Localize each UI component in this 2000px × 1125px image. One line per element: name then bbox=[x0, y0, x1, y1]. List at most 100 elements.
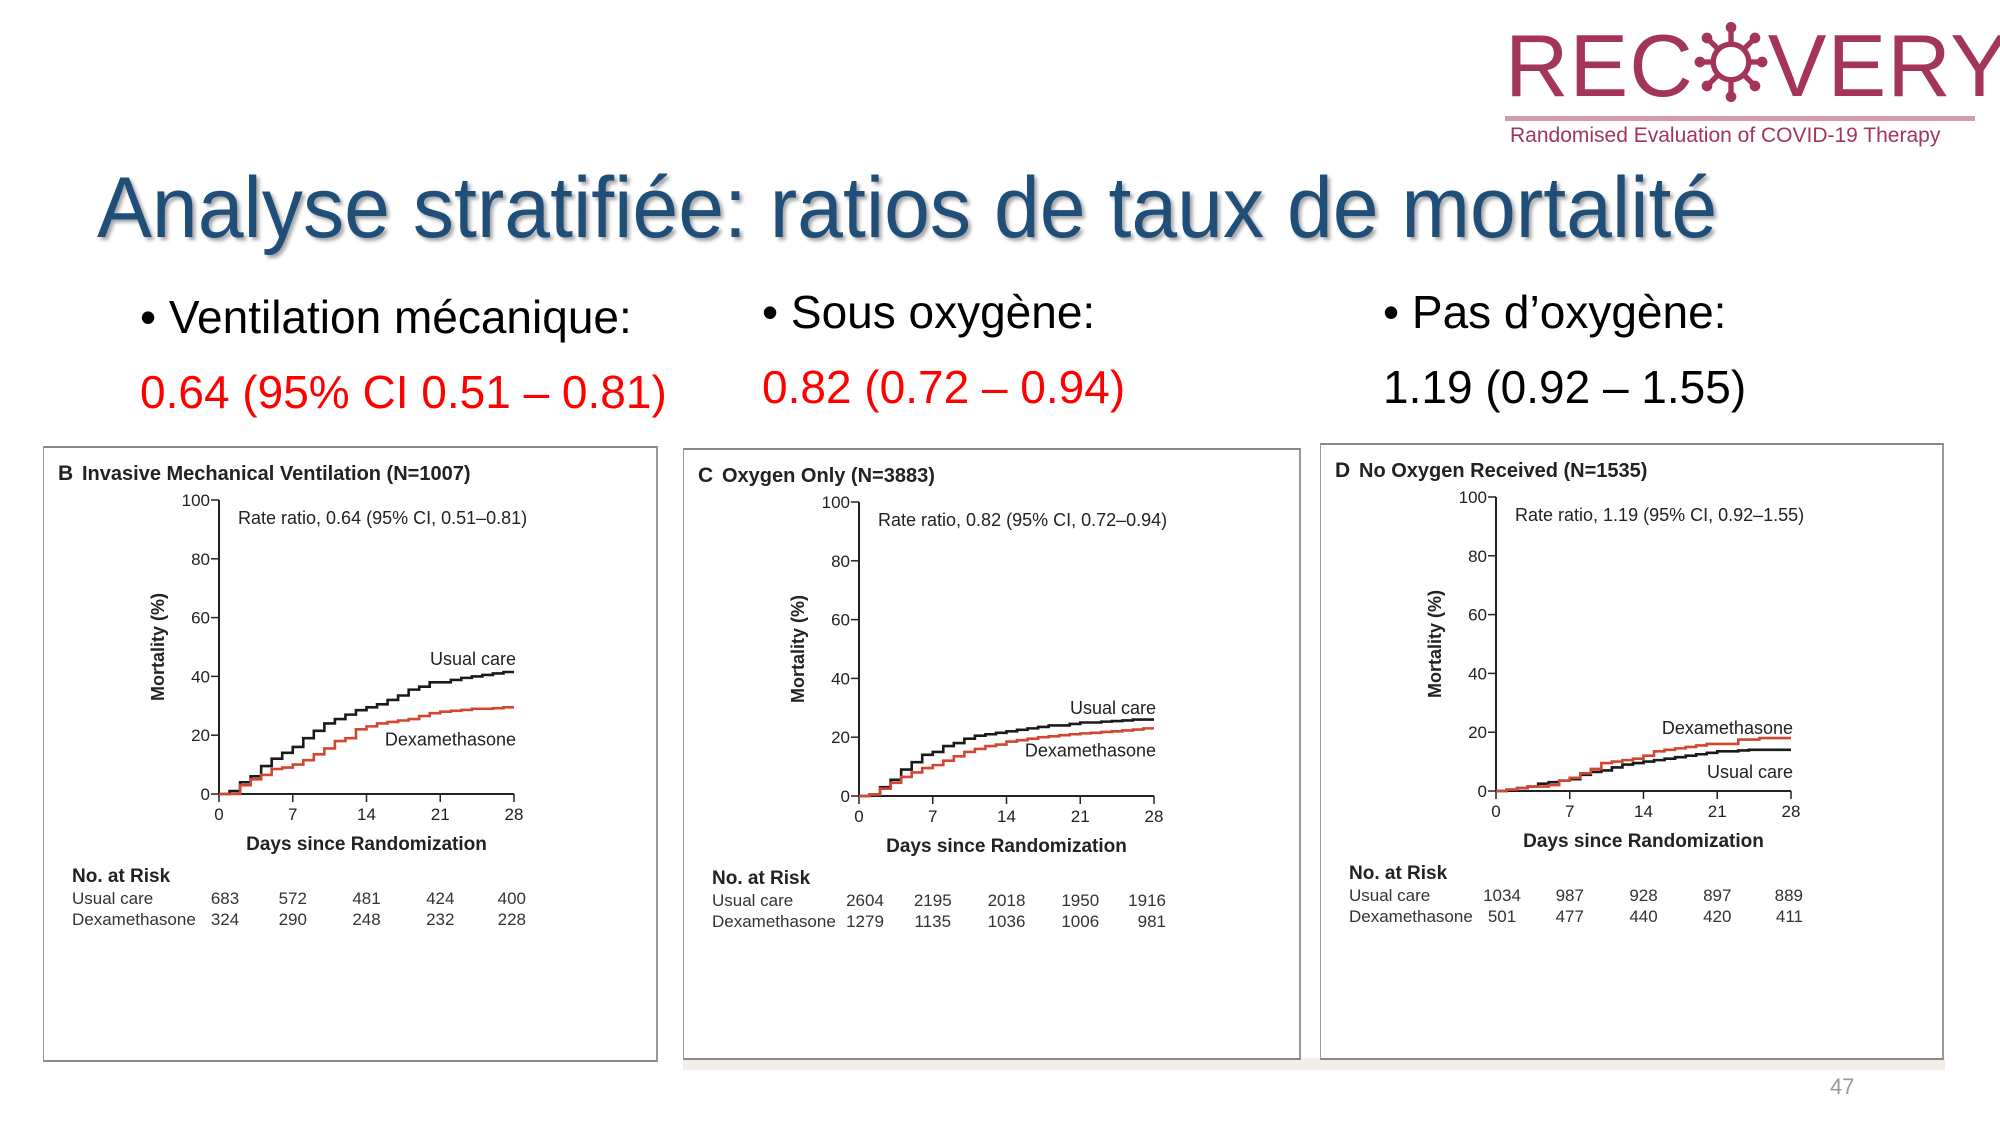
panel-d: D No Oxygen Received (N=1535) Rate ratio, … bbox=[1320, 443, 1944, 1060]
x-axis-label: Days since Randomization bbox=[886, 836, 1127, 857]
risk-value: 1006 bbox=[1061, 912, 1099, 931]
y-tick-label: 100 bbox=[182, 491, 210, 510]
risk-value: 481 bbox=[352, 889, 380, 908]
panel-title: No Oxygen Received (N=1535) bbox=[1359, 460, 1647, 482]
y-axis-label: Mortality (%) bbox=[148, 593, 168, 701]
x-tick-label: 0 bbox=[854, 807, 863, 826]
y-axis-label: Mortality (%) bbox=[1425, 590, 1445, 698]
risk-value: 1916 bbox=[1128, 891, 1166, 910]
series-line-dexamethasone bbox=[859, 727, 1154, 798]
result-ventilation: 0.64 (95% CI 0.51 – 0.81) bbox=[140, 366, 667, 418]
bullet-label: Ventilation mécanique: bbox=[168, 291, 632, 343]
series-label: Dexamethasone bbox=[385, 730, 516, 750]
panel-c: C Oxygen Only (N=3883) Rate ratio, 0.82 (9… bbox=[683, 448, 1301, 1060]
risk-value: 572 bbox=[279, 889, 307, 908]
page-number: 47 bbox=[1830, 1074, 1855, 1099]
x-tick-label: 28 bbox=[1782, 802, 1801, 821]
y-tick-label: 40 bbox=[831, 669, 850, 688]
y-tick-label: 100 bbox=[822, 493, 850, 512]
km-chart-b: B Invasive Mechanical Ventilation (N=1007… bbox=[58, 462, 527, 929]
panel-letter: B bbox=[58, 462, 73, 485]
virus-icon bbox=[1694, 22, 1768, 102]
risk-value: 1034 bbox=[1483, 886, 1521, 905]
risk-value: 440 bbox=[1629, 907, 1657, 926]
risk-value: 683 bbox=[211, 889, 239, 908]
y-tick-label: 60 bbox=[831, 611, 850, 630]
risk-value: 889 bbox=[1775, 886, 1803, 905]
km-chart-d: D No Oxygen Received (N=1535) Rate ratio, … bbox=[1335, 459, 1804, 926]
x-tick-label: 14 bbox=[357, 805, 376, 824]
panel-letter: D bbox=[1335, 459, 1350, 482]
series-line-usual-care bbox=[219, 670, 514, 796]
risk-value: 1950 bbox=[1061, 891, 1099, 910]
risk-row-label: Dexamethasone bbox=[72, 910, 196, 929]
risk-row-label: Usual care bbox=[712, 891, 793, 910]
risk-row-label: Usual care bbox=[1349, 886, 1430, 905]
y-tick-label: 80 bbox=[1468, 547, 1487, 566]
risk-value: 400 bbox=[498, 889, 526, 908]
y-tick-label: 60 bbox=[191, 609, 210, 628]
series-label: Dexamethasone bbox=[1025, 740, 1156, 760]
bullet-label: Pas d’oxygène: bbox=[1411, 286, 1727, 338]
y-tick-label: 80 bbox=[191, 550, 210, 569]
risk-row-label: Dexamethasone bbox=[712, 912, 836, 931]
x-tick-label: 0 bbox=[214, 805, 223, 824]
x-axis-label: Days since Randomization bbox=[1523, 831, 1764, 852]
result-oxygen: 0.82 (0.72 – 0.94) bbox=[762, 361, 1126, 413]
recovery-logo: REC VERY Randomised Evaluation of COVID-… bbox=[1505, 18, 2000, 148]
risk-value: 290 bbox=[279, 910, 307, 929]
bullet-no-oxygen: • Pas d’oxygène: bbox=[1383, 286, 1727, 338]
x-tick-label: 14 bbox=[1634, 802, 1653, 821]
footer-band bbox=[683, 1058, 1945, 1070]
risk-value: 324 bbox=[211, 910, 239, 929]
y-tick-label: 0 bbox=[1478, 782, 1487, 801]
rate-ratio-annotation: Rate ratio, 0.82 (95% CI, 0.72–0.94) bbox=[878, 510, 1167, 530]
risk-value: 2195 bbox=[914, 891, 952, 910]
panel-b: B Invasive Mechanical Ventilation (N=1007… bbox=[43, 446, 658, 1062]
x-tick-label: 28 bbox=[505, 805, 524, 824]
logo-subtitle: Randomised Evaluation of COVID-19 Therap… bbox=[1510, 124, 1941, 147]
x-tick-label: 28 bbox=[1145, 807, 1164, 826]
risk-value: 1036 bbox=[988, 912, 1026, 931]
series-label: Usual care bbox=[1070, 698, 1156, 718]
risk-row-label: Usual care bbox=[72, 889, 153, 908]
bullet-oxygen: • Sous oxygène: bbox=[762, 286, 1096, 338]
result-no-oxygen: 1.19 (0.92 – 1.55) bbox=[1383, 361, 1747, 413]
risk-value: 411 bbox=[1776, 907, 1803, 926]
y-tick-label: 0 bbox=[841, 787, 850, 806]
y-tick-label: 60 bbox=[1468, 606, 1487, 625]
panel-title: Oxygen Only (N=3883) bbox=[722, 465, 935, 487]
y-tick-label: 20 bbox=[191, 726, 210, 745]
risk-value: 981 bbox=[1138, 912, 1166, 931]
y-tick-label: 80 bbox=[831, 552, 850, 571]
series-line-dexamethasone bbox=[1496, 736, 1791, 793]
y-tick-label: 40 bbox=[1468, 664, 1487, 683]
x-tick-label: 7 bbox=[288, 805, 297, 824]
slide-title: Analyse stratifiée: ratios de taux de mo… bbox=[97, 160, 1718, 256]
y-axis-label: Mortality (%) bbox=[788, 595, 808, 703]
x-tick-label: 7 bbox=[1565, 802, 1574, 821]
risk-table-header: No. at Risk bbox=[1349, 863, 1448, 884]
rate-ratio-annotation: Rate ratio, 0.64 (95% CI, 0.51–0.81) bbox=[238, 508, 527, 528]
x-tick-label: 0 bbox=[1491, 802, 1500, 821]
x-tick-label: 21 bbox=[431, 805, 450, 824]
rate-ratio-annotation: Rate ratio, 1.19 (95% CI, 0.92–1.55) bbox=[1515, 505, 1804, 525]
x-axis-label: Days since Randomization bbox=[246, 834, 487, 855]
panel-title: Invasive Mechanical Ventilation (N=1007) bbox=[82, 463, 471, 485]
risk-value: 897 bbox=[1703, 886, 1731, 905]
risk-value: 248 bbox=[352, 910, 380, 929]
series-label: Dexamethasone bbox=[1662, 718, 1793, 738]
risk-value: 1135 bbox=[914, 912, 951, 931]
risk-value: 420 bbox=[1703, 907, 1731, 926]
logo-wordmark: REC VERY bbox=[1505, 16, 2000, 115]
risk-value: 501 bbox=[1488, 907, 1516, 926]
x-tick-label: 7 bbox=[928, 807, 937, 826]
y-tick-label: 20 bbox=[831, 728, 850, 747]
series-label: Usual care bbox=[1707, 762, 1793, 782]
y-tick-label: 0 bbox=[201, 785, 210, 804]
bullet-ventilation: • Ventilation mécanique: bbox=[140, 291, 632, 343]
risk-value: 987 bbox=[1556, 886, 1584, 905]
risk-table-header: No. at Risk bbox=[712, 868, 811, 889]
x-tick-label: 14 bbox=[997, 807, 1016, 826]
km-chart-c: C Oxygen Only (N=3883) Rate ratio, 0.82 (9… bbox=[698, 464, 1167, 931]
